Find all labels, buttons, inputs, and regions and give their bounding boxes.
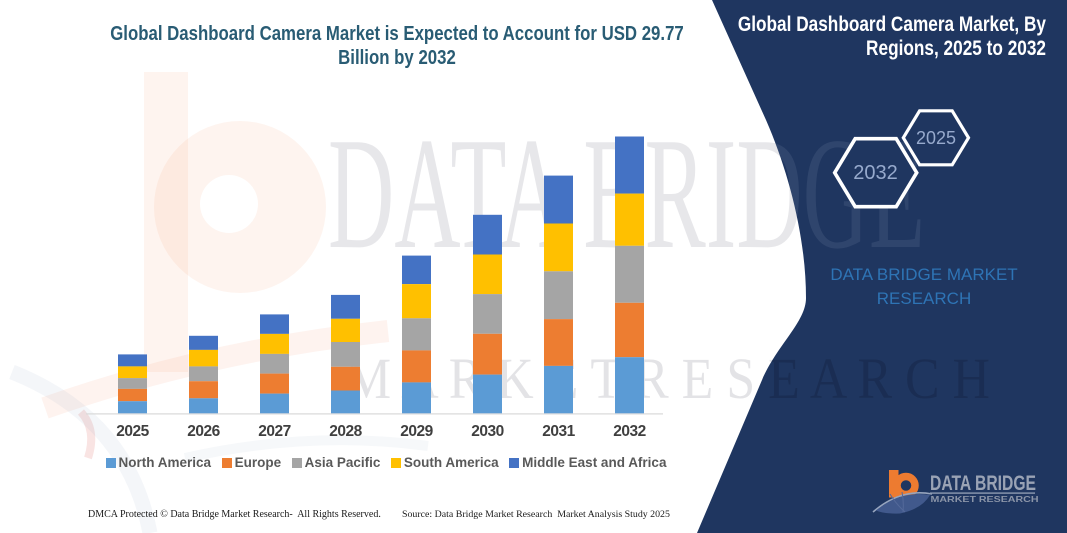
svg-text:MARKET RESEARCH: MARKET RESEARCH xyxy=(931,495,1039,504)
svg-text:DATA BRIDGE: DATA BRIDGE xyxy=(930,472,1036,495)
